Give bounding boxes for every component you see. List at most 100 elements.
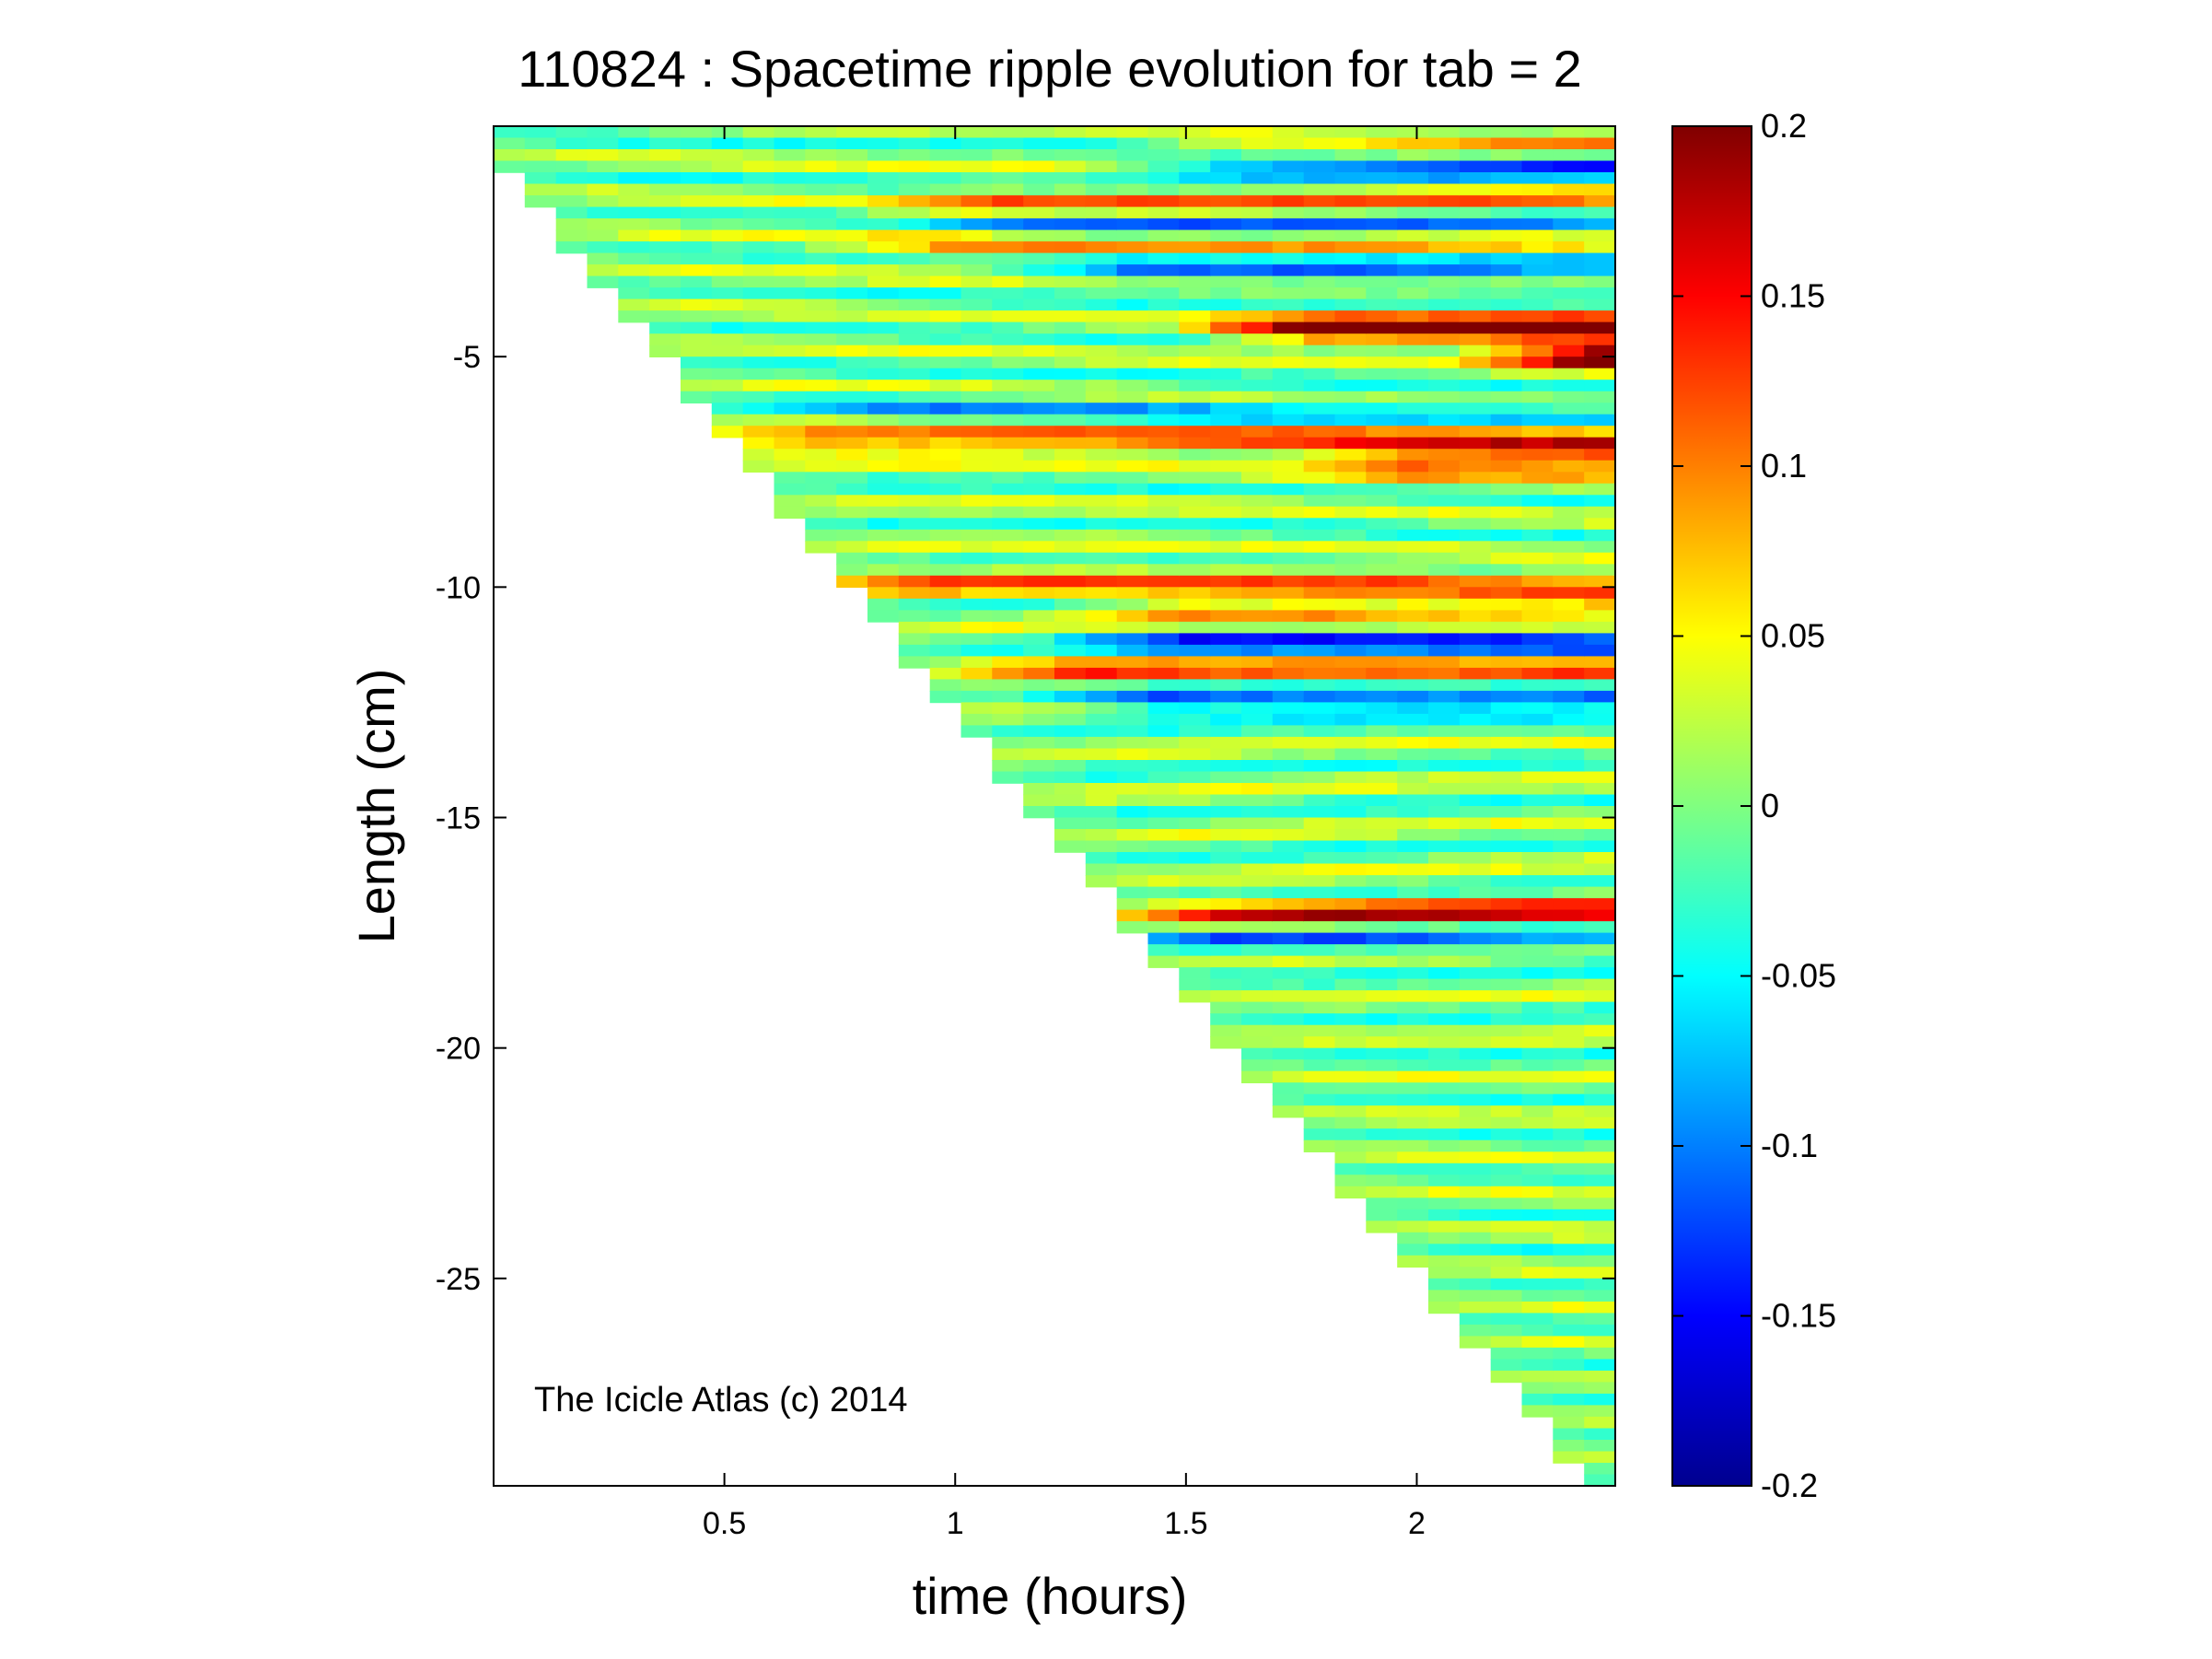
heatmap-cell	[1366, 771, 1398, 784]
heatmap-cell	[1054, 783, 1087, 796]
heatmap-cell	[1272, 944, 1305, 957]
heatmap-cell	[711, 206, 744, 219]
heatmap-cell	[960, 679, 994, 692]
heatmap-cell	[898, 380, 931, 392]
heatmap-cell	[774, 160, 807, 173]
heatmap-cell	[1116, 206, 1149, 219]
heatmap-cell	[929, 160, 962, 173]
heatmap-cell	[1334, 229, 1368, 242]
heatmap-cell	[1085, 852, 1118, 865]
heatmap-cell	[1210, 149, 1242, 162]
heatmap-cell	[1521, 356, 1554, 369]
heatmap-cell	[1553, 760, 1585, 773]
heatmap-cell	[1459, 460, 1492, 473]
heatmap-cell	[1459, 1001, 1492, 1014]
heatmap-cell	[867, 380, 900, 392]
heatmap-cell	[836, 298, 868, 311]
heatmap-cell	[1147, 886, 1181, 899]
heatmap-cell	[836, 391, 868, 403]
heatmap-cell	[1428, 345, 1461, 357]
heatmap-cell	[1553, 483, 1585, 497]
heatmap-cell	[1272, 656, 1305, 669]
heatmap-cell	[1334, 587, 1368, 600]
heatmap-cell	[1459, 783, 1492, 796]
heatmap-cell	[1147, 287, 1181, 300]
heatmap-cell	[1428, 506, 1461, 520]
heatmap-cell	[1303, 1013, 1336, 1026]
heatmap-cell	[1459, 1278, 1492, 1291]
heatmap-cell	[1553, 564, 1585, 577]
heatmap-cell	[1397, 391, 1429, 403]
heatmap-cell	[1241, 1059, 1274, 1072]
heatmap-cell	[1428, 932, 1461, 945]
heatmap-cell	[898, 126, 931, 139]
x-axis-label: time (hours)	[913, 1567, 1188, 1625]
heatmap-cell	[1490, 160, 1523, 173]
heatmap-cell	[1397, 806, 1429, 819]
heatmap-cell	[1553, 321, 1585, 334]
heatmap-cell	[1397, 702, 1429, 715]
heatmap-cell	[1490, 541, 1523, 554]
heatmap-cell	[1303, 932, 1336, 945]
heatmap-cell	[929, 495, 962, 508]
heatmap-cell	[1397, 898, 1429, 911]
heatmap-cell	[1459, 886, 1492, 899]
heatmap-cell	[681, 356, 713, 369]
heatmap-cell	[805, 252, 837, 265]
heatmap-cell	[1428, 380, 1461, 392]
heatmap-cell	[836, 241, 868, 254]
heatmap-cell	[1116, 483, 1149, 497]
heatmap-cell	[992, 506, 1024, 520]
heatmap-cell	[711, 275, 744, 288]
heatmap-cell	[1584, 564, 1615, 577]
heatmap-cell	[1023, 391, 1055, 403]
heatmap-cell	[1459, 321, 1492, 334]
heatmap-cell	[1521, 218, 1554, 231]
heatmap-cell	[1241, 1047, 1274, 1060]
heatmap-cell	[898, 172, 931, 185]
heatmap-cell	[1490, 368, 1523, 380]
heatmap-cell	[774, 495, 807, 508]
heatmap-cell	[1490, 1313, 1523, 1326]
heatmap-cell	[1054, 403, 1087, 415]
heatmap-cell	[1490, 1209, 1523, 1222]
heatmap-cell	[992, 264, 1024, 277]
heatmap-cell	[1210, 621, 1242, 635]
heatmap-cell	[1334, 483, 1368, 497]
heatmap-cell	[960, 333, 994, 346]
heatmap-cell	[1085, 437, 1118, 450]
heatmap-cell	[1490, 771, 1523, 784]
heatmap-cell	[1023, 575, 1055, 589]
heatmap-cell	[1272, 1001, 1305, 1014]
heatmap-cell	[929, 149, 962, 162]
heatmap-cell	[836, 552, 868, 566]
heatmap-cell	[681, 241, 713, 254]
heatmap-cell	[1397, 921, 1429, 934]
heatmap-cell	[1303, 771, 1336, 784]
heatmap-cell	[1366, 1013, 1398, 1026]
heatmap-cell	[774, 310, 807, 323]
heatmap-cell	[1553, 1128, 1585, 1141]
heatmap-cell	[1147, 195, 1181, 208]
heatmap-cell	[1272, 275, 1305, 288]
heatmap-cell	[1584, 1440, 1615, 1453]
heatmap-cell	[1490, 806, 1523, 819]
heatmap-cell	[1241, 1024, 1274, 1037]
heatmap-cell	[1459, 840, 1492, 853]
heatmap-cell	[1334, 287, 1368, 300]
heatmap-cell	[1054, 206, 1087, 219]
heatmap-cell	[1241, 321, 1274, 334]
heatmap-cell	[1116, 426, 1149, 438]
heatmap-cell	[1085, 633, 1118, 646]
heatmap-cell	[1272, 921, 1305, 934]
heatmap-cell	[1521, 310, 1554, 323]
heatmap-cell	[1366, 886, 1398, 899]
heatmap-cell	[1147, 736, 1181, 750]
heatmap-cell	[1584, 944, 1615, 957]
heatmap-cell	[1366, 575, 1398, 589]
heatmap-cell	[1085, 829, 1118, 842]
heatmap-cell	[1490, 241, 1523, 254]
heatmap-cell	[992, 206, 1024, 219]
heatmap-cell	[1490, 1324, 1523, 1338]
heatmap-cell	[836, 403, 868, 415]
